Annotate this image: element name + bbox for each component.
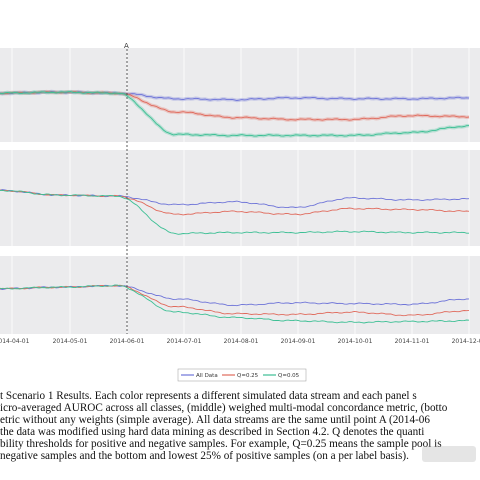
- panel-top: [0, 48, 480, 142]
- series-line-q005: [0, 189, 469, 235]
- legend: All Data Q=0.25 Q=0.05: [177, 368, 307, 382]
- series-lines: [0, 89, 470, 324]
- legend-label-all-data: All Data: [196, 373, 218, 379]
- caption-line: icro-averaged AUROC across all classes, …: [0, 402, 448, 414]
- x-tick-label: 2014-09-01: [281, 338, 316, 345]
- results-figure: A 2014-04-01 2014-05-01 2014-06-01 2014-07-…: [0, 42, 480, 382]
- series-line-all-data: [0, 284, 470, 307]
- series-line-q005: [0, 284, 470, 324]
- series-line-q025: [0, 284, 470, 317]
- x-tick-labels: 2014-04-01 2014-05-01 2014-06-01 2014-07-01…: [0, 338, 480, 345]
- legend-label-q025: Q=0.25: [237, 373, 259, 379]
- panel-middle: [0, 150, 480, 246]
- caption-line: negative samples and the bottom and lowe…: [0, 450, 409, 462]
- x-tick-label: 2014-07-01: [167, 338, 202, 345]
- x-tick-label: 2014-11-01: [395, 338, 430, 345]
- series-line-q005: [0, 91, 470, 137]
- caption-line: t Scenario 1 Results. Each color represe…: [0, 390, 417, 402]
- caption-line: bility thresholds for positive and negat…: [0, 438, 442, 450]
- series-line-all-data: [0, 189, 470, 209]
- caption-line: etric without any weights (simple averag…: [0, 414, 430, 426]
- caption-line: the data was modified using hard data mi…: [0, 426, 425, 438]
- watermark: [422, 446, 476, 462]
- point-a-label: A: [124, 42, 129, 50]
- panel-bottom: [0, 256, 480, 334]
- series-line-all-data: [0, 91, 470, 101]
- legend-box: [177, 368, 307, 382]
- x-tick-label: 2014-06-01: [110, 338, 145, 345]
- x-tick-label: 2014-08-01: [224, 338, 259, 345]
- x-tick-label: 2014-10-01: [338, 338, 373, 345]
- legend-label-q005: Q=0.05: [278, 373, 300, 379]
- x-tick-label: 2014-04-01: [0, 338, 30, 345]
- x-tick-label: 2014-12-01: [452, 338, 480, 345]
- x-tick-label: 2014-05-01: [53, 338, 88, 345]
